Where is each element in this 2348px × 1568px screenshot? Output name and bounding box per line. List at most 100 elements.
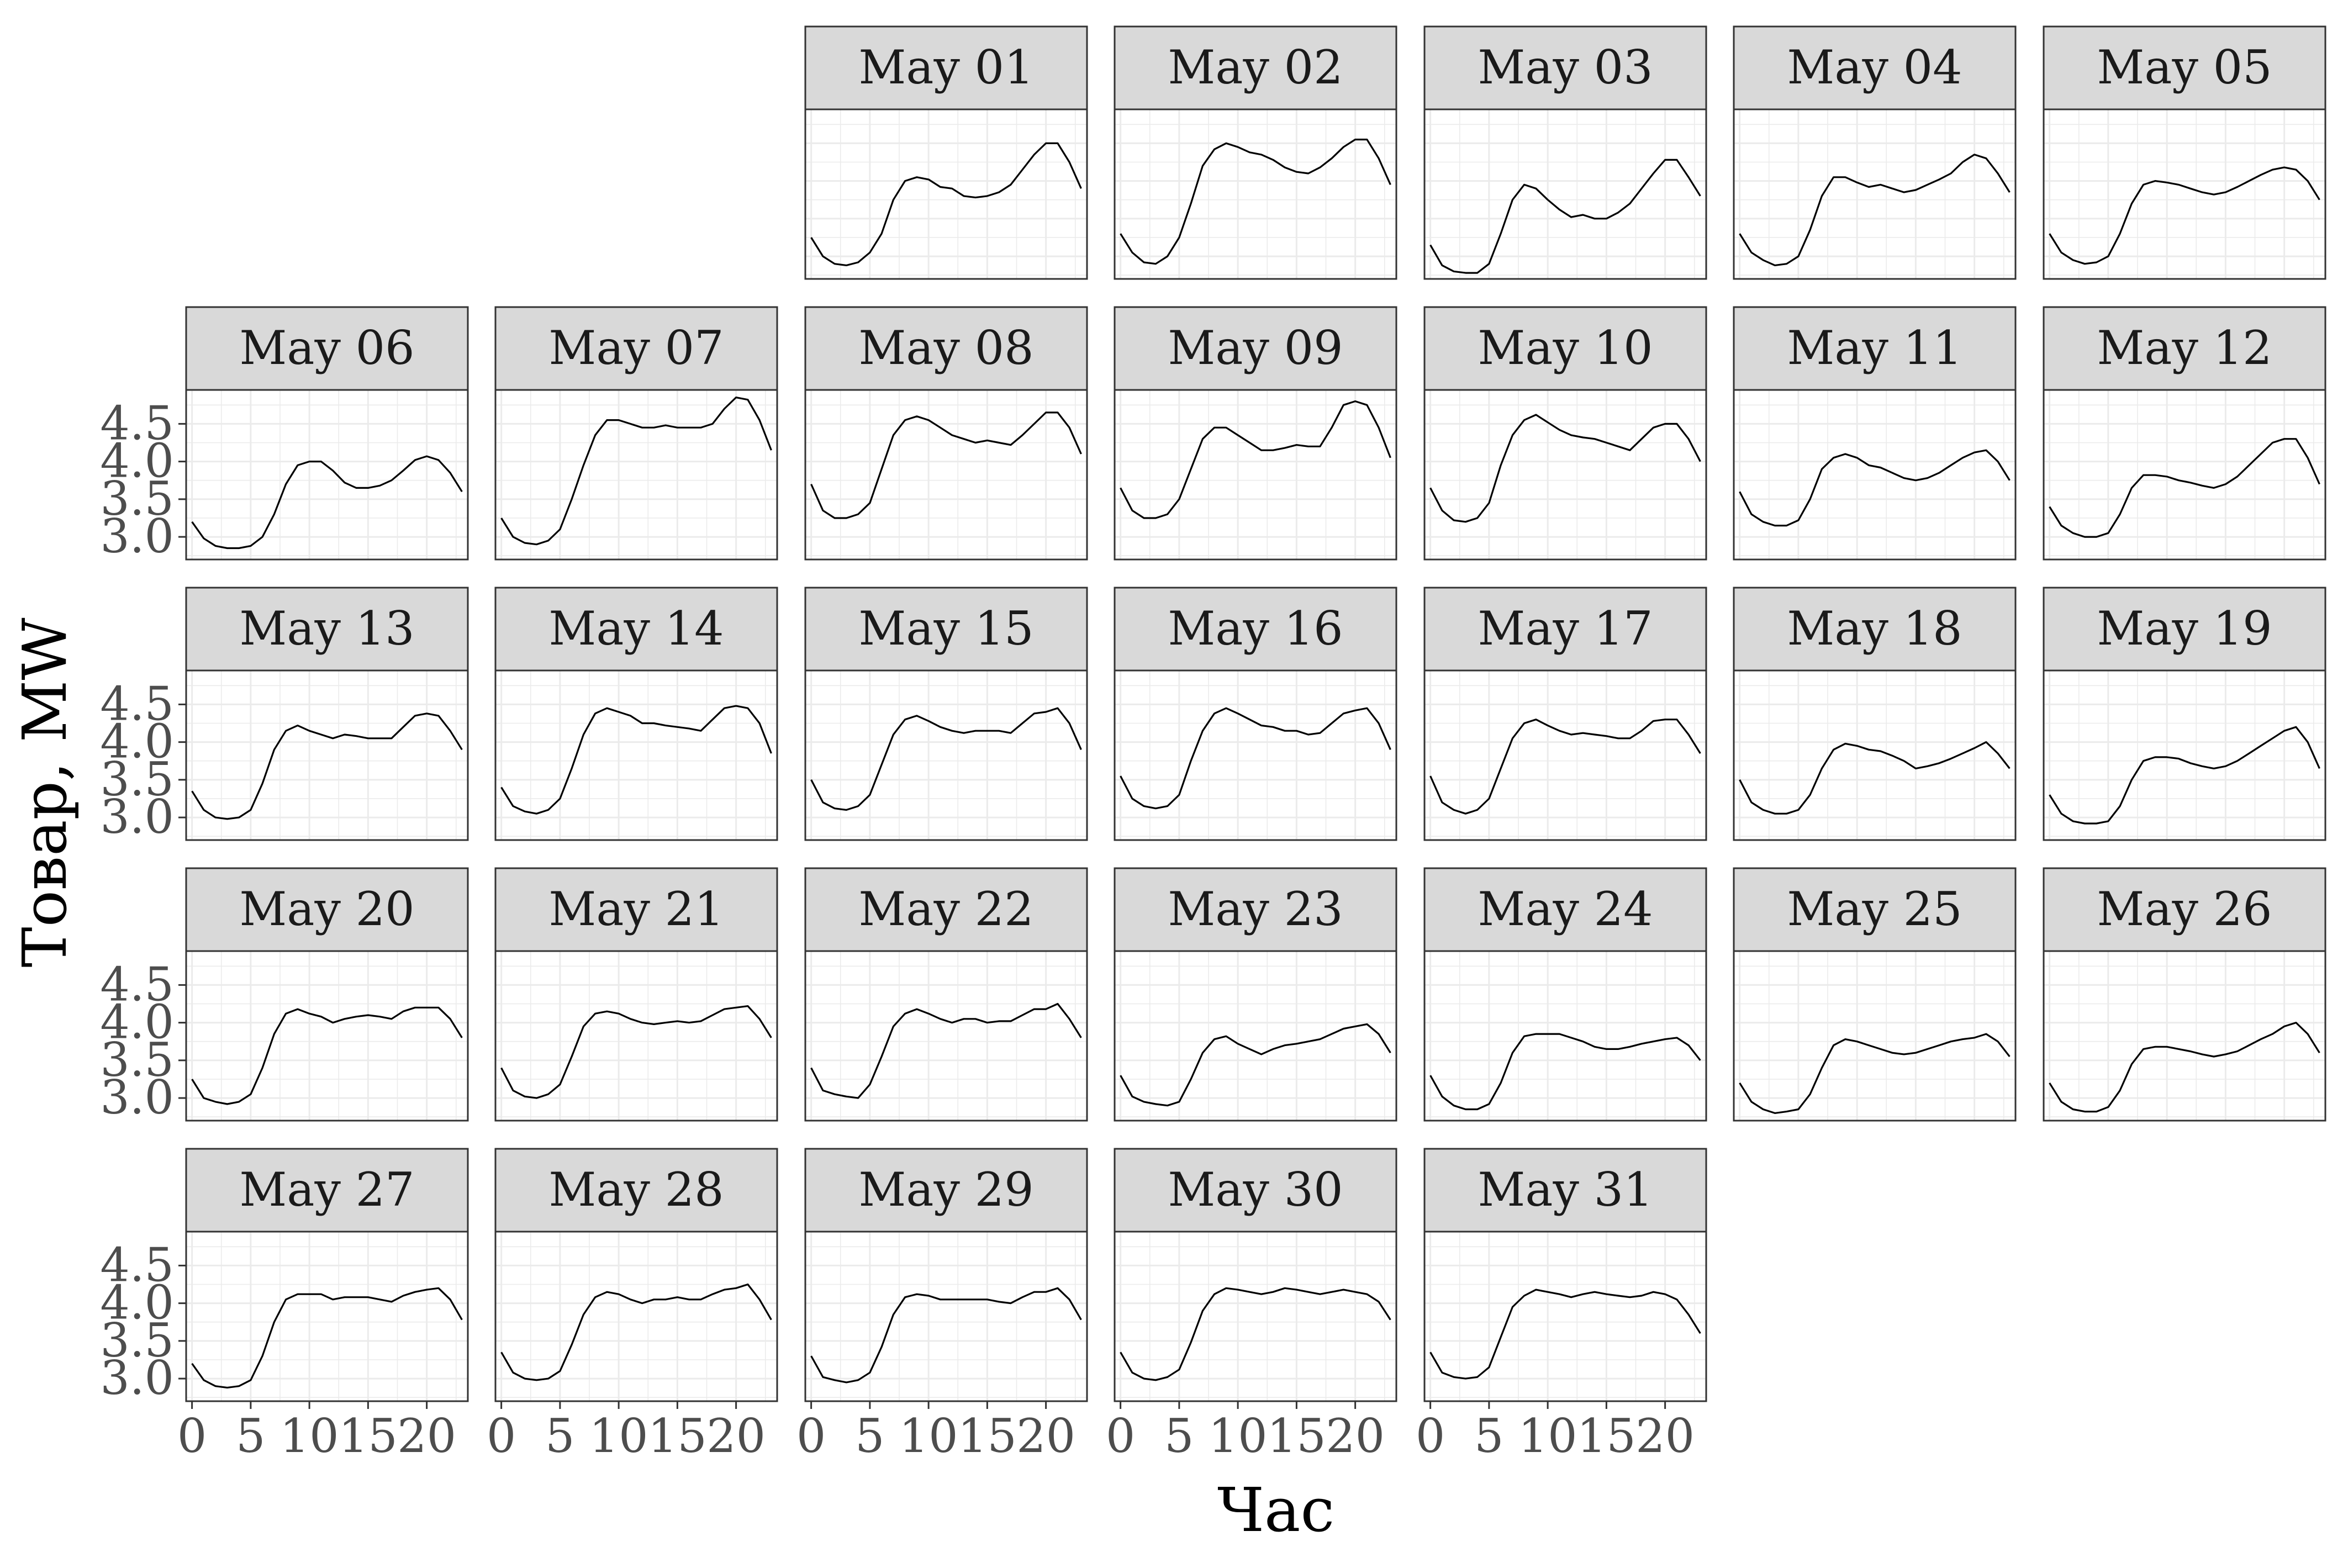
plot-background — [2044, 109, 2325, 279]
facet-strip-label: May 24 — [1478, 882, 1653, 936]
facet-panel: May 26 — [2043, 867, 2326, 1122]
panel-border — [804, 389, 1088, 561]
facet-panel: May 02 — [1114, 25, 1397, 280]
series-line — [191, 1287, 463, 1389]
facet-panel: May 27 3.03.54.04.5 0 5 10 15 20 — [100, 1148, 469, 1463]
facet-panel: May 20 3.03.54.04.5 — [100, 867, 469, 1124]
facet-strip — [1114, 306, 1397, 391]
facet-panel: May 08 — [804, 306, 1088, 561]
facet-strip-label: May 15 — [858, 601, 1033, 656]
facet-panel: May 10 — [1423, 306, 1707, 561]
facet-panel: May 16 — [1114, 587, 1397, 841]
panel-border — [494, 1231, 778, 1402]
plot-background — [2044, 951, 2325, 1121]
facet-strip — [185, 1148, 469, 1233]
facet-panel: May 12 — [2043, 306, 2326, 561]
plot-background — [805, 671, 1087, 840]
facet-strip-label: May 02 — [1168, 40, 1343, 94]
facet-strip-label: May 04 — [1787, 40, 1962, 94]
plot-background — [1115, 951, 1396, 1121]
plot-background — [1734, 671, 2015, 840]
facet-panel: May 21 — [494, 867, 778, 1122]
plot-background — [805, 109, 1087, 279]
x-tick-label: 10 — [1518, 1409, 1577, 1463]
panel-border — [185, 669, 469, 841]
facet-strip-label: May 19 — [2097, 601, 2272, 656]
series-line — [191, 712, 463, 820]
plot-background — [1424, 1232, 1706, 1401]
y-tick-label: 3.5 — [100, 752, 174, 806]
x-tick-label: 15 — [1267, 1409, 1326, 1463]
facet-strip-label: May 03 — [1478, 40, 1653, 94]
series-line — [810, 707, 1082, 811]
facet-strip-label: May 27 — [239, 1163, 414, 1217]
facet-strip — [1423, 1148, 1707, 1233]
plot-background — [1734, 109, 2015, 279]
facet-strip-label: May 21 — [548, 882, 724, 936]
y-tick-label: 4.0 — [100, 1276, 174, 1330]
x-tick-label: 10 — [899, 1409, 958, 1463]
y-tick-label: 3.0 — [100, 790, 174, 844]
panel-border — [1423, 389, 1707, 561]
y-tick-label: 3.0 — [100, 1351, 174, 1405]
plot-background — [495, 1232, 777, 1401]
y-tick-label: 4.0 — [100, 995, 174, 1049]
facet-strip — [2043, 867, 2326, 952]
y-tick-label: 4.5 — [100, 677, 174, 731]
plot-background — [495, 390, 777, 559]
x-tick-label: 0 — [487, 1409, 516, 1463]
y-tick-label: 3.5 — [100, 1313, 174, 1368]
plot-background — [1115, 109, 1396, 279]
y-tick-label: 3.5 — [100, 1033, 174, 1087]
series-line — [1739, 741, 2011, 815]
facet-strip — [2043, 25, 2326, 110]
panel-border — [494, 669, 778, 841]
x-tick-label: 15 — [648, 1409, 707, 1463]
panel-border — [1114, 950, 1397, 1122]
series-line — [810, 1002, 1082, 1099]
panel-border — [2043, 108, 2326, 280]
panel-border — [185, 389, 469, 561]
x-tick-label: 0 — [1106, 1409, 1135, 1463]
x-tick-label: 20 — [397, 1409, 456, 1463]
series-line — [2049, 1021, 2320, 1113]
plot-background — [495, 671, 777, 840]
plot-background — [1734, 951, 2015, 1121]
facet-strip — [804, 867, 1088, 952]
x-tick-label: 0 — [1416, 1409, 1445, 1463]
panel-border — [1423, 108, 1707, 280]
facet-strip-label: May 17 — [1478, 601, 1653, 656]
x-tick-label: 20 — [1635, 1409, 1695, 1463]
series-line — [500, 705, 772, 815]
facet-strip-label: May 28 — [548, 1163, 724, 1217]
plot-background — [495, 951, 777, 1121]
x-tick-label: 5 — [855, 1409, 884, 1463]
plot-background — [186, 951, 468, 1121]
panel-border — [804, 669, 1088, 841]
facet-strip — [1423, 306, 1707, 391]
facet-strip-label: May 30 — [1168, 1163, 1343, 1217]
facet-strip — [1733, 587, 2017, 672]
series-line — [1739, 1033, 2011, 1115]
series-line — [191, 1006, 463, 1105]
facet-strip — [494, 587, 778, 672]
series-line — [1120, 1023, 1391, 1107]
facet-strip-label: May 07 — [548, 321, 724, 375]
panel-border — [1733, 950, 2017, 1122]
facet-panel: May 30 0 5 10 15 20 — [1106, 1148, 1397, 1463]
facet-panel: May 31 0 5 10 15 20 — [1416, 1148, 1707, 1463]
facet-panel: May 11 — [1733, 306, 2017, 561]
facet-panel: May 15 — [804, 587, 1088, 841]
facet-strip — [185, 587, 469, 672]
x-tick-label: 15 — [1577, 1409, 1636, 1463]
facet-panel: May 01 — [804, 25, 1088, 280]
series-line — [1429, 414, 1701, 523]
x-tick-label: 20 — [706, 1409, 766, 1463]
panel-border — [494, 389, 778, 561]
facet-panel: May 04 — [1733, 25, 2017, 280]
plot-background — [186, 390, 468, 559]
facet-strip-label: May 31 — [1478, 1163, 1653, 1217]
facet-strip-label: May 08 — [858, 321, 1033, 375]
